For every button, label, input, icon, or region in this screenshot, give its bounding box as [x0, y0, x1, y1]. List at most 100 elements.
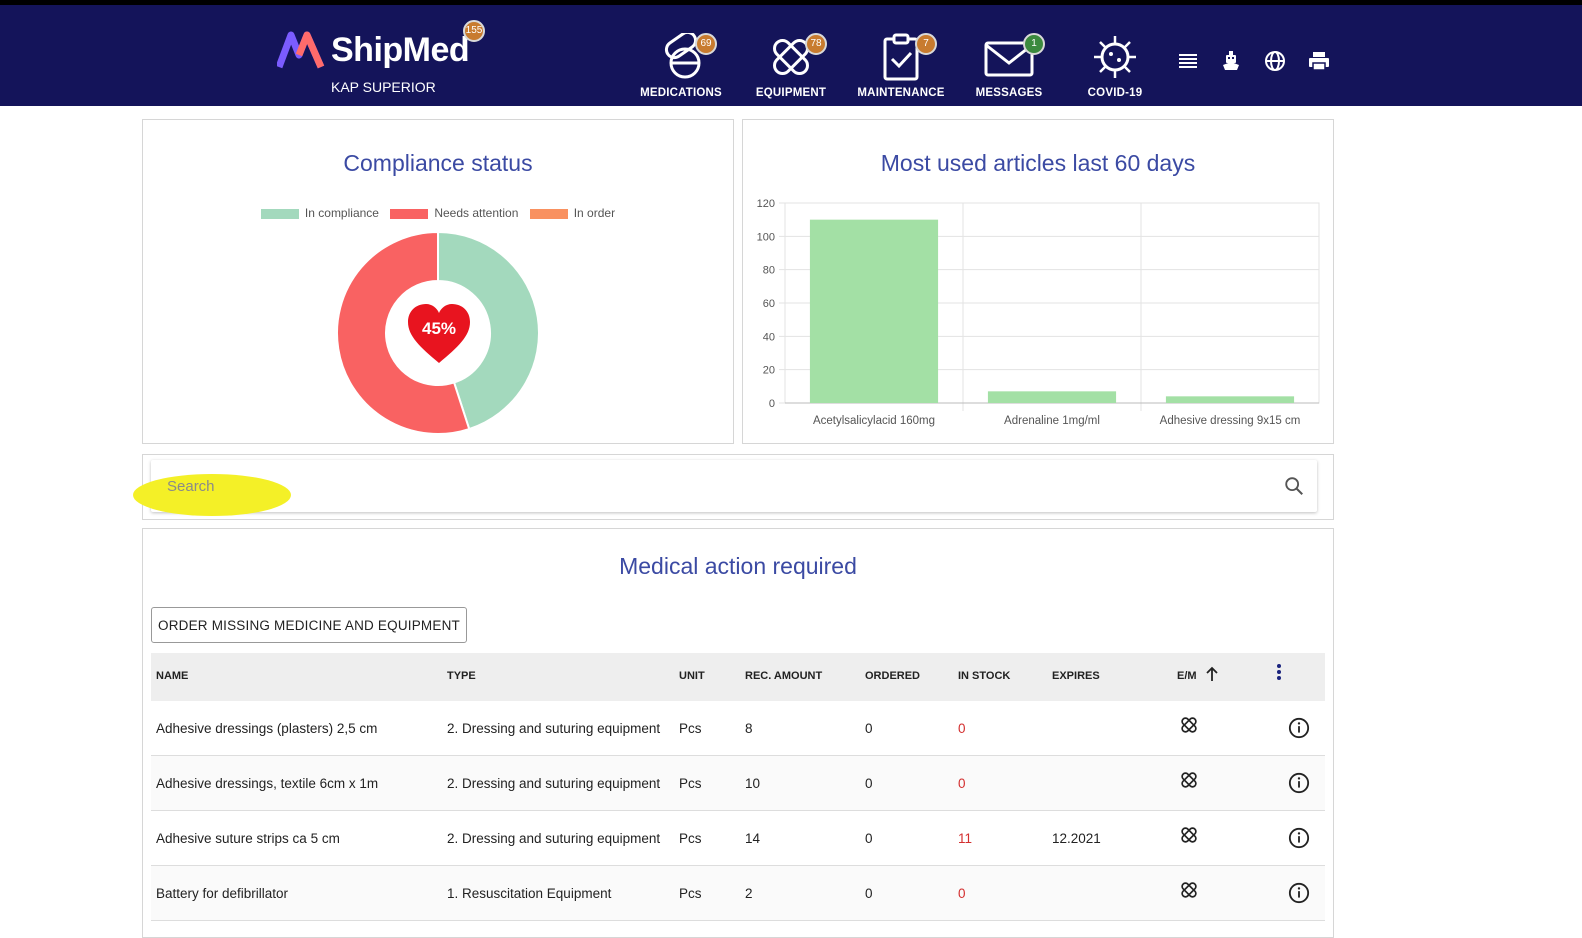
- y-tick-label: 80: [763, 265, 775, 277]
- column-expires[interactable]: EXPIRES: [1052, 670, 1100, 682]
- donut-slice-in-compliance[interactable]: [437, 230, 540, 431]
- sort-ascending-icon[interactable]: [1205, 666, 1219, 682]
- nav-equipment[interactable]: 78 EQUIPMENT: [741, 27, 841, 107]
- envelope-icon: [984, 41, 1034, 77]
- pills-icon: [664, 33, 701, 79]
- compliance-percentage: 45%: [421, 319, 457, 338]
- top-navigation-bar: ShipMed KAP SUPERIOR 155 69 MEDICATIONS …: [0, 0, 1582, 106]
- bandage-icon: [1181, 717, 1197, 733]
- legend-needs-attention[interactable]: Needs attention: [390, 206, 518, 220]
- cell-name: Battery for defibrillator: [156, 886, 289, 901]
- info-icon[interactable]: [1288, 772, 1310, 794]
- bar-1[interactable]: [809, 219, 939, 403]
- column-em[interactable]: E/M: [1177, 670, 1197, 682]
- bar-2[interactable]: [987, 391, 1117, 403]
- cell-ordered: 0: [865, 831, 873, 846]
- cell-unit: Pcs: [679, 831, 702, 846]
- nav-equipment-label: EQUIPMENT: [755, 87, 827, 99]
- cell-in-stock: 11: [958, 831, 973, 846]
- bar-3[interactable]: [1165, 396, 1295, 403]
- nav-medications[interactable]: 69 MEDICATIONS: [631, 27, 731, 107]
- compliance-panel: Compliance status In compliance Needs at…: [142, 119, 734, 444]
- cell-unit: Pcs: [679, 721, 702, 736]
- column-ordered[interactable]: ORDERED: [865, 670, 921, 682]
- cell-rec-amount: 8: [745, 721, 753, 736]
- y-tick-label: 120: [757, 198, 775, 210]
- ship-icon[interactable]: [1219, 49, 1243, 73]
- table-row[interactable]: Battery for defibrillator 1. Resuscitati…: [151, 866, 1325, 921]
- column-type[interactable]: TYPE: [447, 670, 476, 682]
- table-header: NAME TYPE UNIT REC. AMOUNT ORDERED IN ST…: [151, 653, 1325, 701]
- printer-icon[interactable]: [1307, 49, 1331, 73]
- info-icon[interactable]: [1288, 827, 1310, 849]
- nav-covid-19[interactable]: COVID-19: [1065, 27, 1165, 107]
- cell-type: 1. Resuscitation Equipment: [447, 886, 612, 901]
- brand-badge: 155: [463, 20, 485, 42]
- cell-in-stock: 0: [958, 776, 966, 791]
- cell-name: Adhesive dressings, textile 6cm x 1m: [156, 776, 379, 791]
- search-box: [133, 460, 1317, 516]
- cell-rec-amount: 2: [745, 886, 753, 901]
- cell-unit: Pcs: [679, 886, 702, 901]
- bandage-icon: [1181, 882, 1197, 898]
- nav-covid-19-label: COVID-19: [1087, 87, 1143, 99]
- table-row[interactable]: Adhesive dressings, textile 6cm x 1m 2. …: [151, 756, 1325, 811]
- cell-in-stock: 0: [958, 886, 966, 901]
- donut-slice-needs-attention[interactable]: [336, 230, 471, 435]
- search-icon[interactable]: [1283, 475, 1305, 497]
- compliance-donut-chart: [336, 230, 540, 435]
- y-tick-label: 60: [763, 298, 775, 310]
- shipmed-logo[interactable]: ShipMed KAP SUPERIOR 155: [277, 20, 487, 97]
- table-row[interactable]: Adhesive suture strips ca 5 cm 2. Dressi…: [151, 811, 1325, 866]
- globe-icon[interactable]: [1263, 49, 1287, 73]
- legend-in-order[interactable]: In order: [529, 206, 615, 220]
- y-tick-label: 40: [763, 331, 775, 343]
- column-rec-amount[interactable]: REC. AMOUNT: [745, 670, 823, 682]
- table-body: Adhesive dressings (plasters) 2,5 cm 2. …: [151, 701, 1325, 921]
- logo-mark-icon: [277, 31, 325, 69]
- search-input[interactable]: [167, 474, 1267, 498]
- compliance-legend: In compliance Needs attention In order: [143, 206, 733, 220]
- list-icon[interactable]: [1176, 49, 1200, 73]
- info-icon[interactable]: [1288, 882, 1310, 904]
- search-panel: [133, 454, 1334, 520]
- table-row[interactable]: Adhesive dressings (plasters) 2,5 cm 2. …: [151, 701, 1325, 756]
- most-used-bar-chart: 0 20 40 60 80 100 120 Acetylsalicylacid 160mg Ad…: [757, 198, 1320, 427]
- info-icon[interactable]: [1288, 717, 1310, 739]
- cell-ordered: 0: [865, 721, 873, 736]
- nav-messages[interactable]: 1 MESSAGES: [959, 27, 1059, 107]
- cell-in-stock: 0: [958, 721, 966, 736]
- y-tick-label: 20: [763, 365, 775, 377]
- equipment-badge: 78: [805, 33, 827, 55]
- column-in-stock[interactable]: IN STOCK: [958, 670, 1011, 682]
- virus-icon: [1094, 36, 1136, 78]
- compliance-title: Compliance status: [343, 150, 533, 176]
- nav-medications-label: MEDICATIONS: [640, 87, 722, 99]
- bandage-icon: [1181, 827, 1197, 843]
- cell-name: Adhesive dressings (plasters) 2,5 cm: [156, 721, 378, 736]
- nav-maintenance[interactable]: 7 MAINTENANCE: [851, 27, 951, 107]
- most-used-title: Most used articles last 60 days: [880, 150, 1196, 176]
- heart-icon: [408, 304, 470, 363]
- cell-expires: 12.2021: [1052, 831, 1101, 846]
- cell-ordered: 0: [865, 776, 873, 791]
- cell-type: 2. Dressing and suturing equipment: [447, 721, 661, 736]
- cell-type: 2. Dressing and suturing equipment: [447, 831, 661, 846]
- legend-in-compliance[interactable]: In compliance: [260, 206, 379, 220]
- order-missing-button[interactable]: ORDER MISSING MEDICINE AND EQUIPMENT: [151, 607, 467, 643]
- bandage-icon: [1181, 772, 1197, 788]
- more-options-icon[interactable]: [1273, 662, 1285, 682]
- medical-action-table: NAME TYPE UNIT REC. AMOUNT ORDERED IN ST…: [151, 653, 1325, 921]
- nav-maintenance-label: MAINTENANCE: [857, 87, 945, 99]
- cell-rec-amount: 10: [745, 776, 761, 791]
- x-tick-label: Acetylsalicylacid 160mg: [813, 415, 935, 427]
- column-unit[interactable]: UNIT: [679, 670, 705, 682]
- column-name[interactable]: NAME: [156, 670, 189, 682]
- cell-unit: Pcs: [679, 776, 702, 791]
- x-tick-label: Adhesive dressing 9x15 cm: [1160, 415, 1301, 427]
- medications-badge: 69: [695, 33, 717, 55]
- cell-rec-amount: 14: [745, 831, 761, 846]
- nav-messages-label: MESSAGES: [975, 87, 1043, 99]
- y-tick-label: 0: [769, 398, 775, 410]
- cell-ordered: 0: [865, 886, 873, 901]
